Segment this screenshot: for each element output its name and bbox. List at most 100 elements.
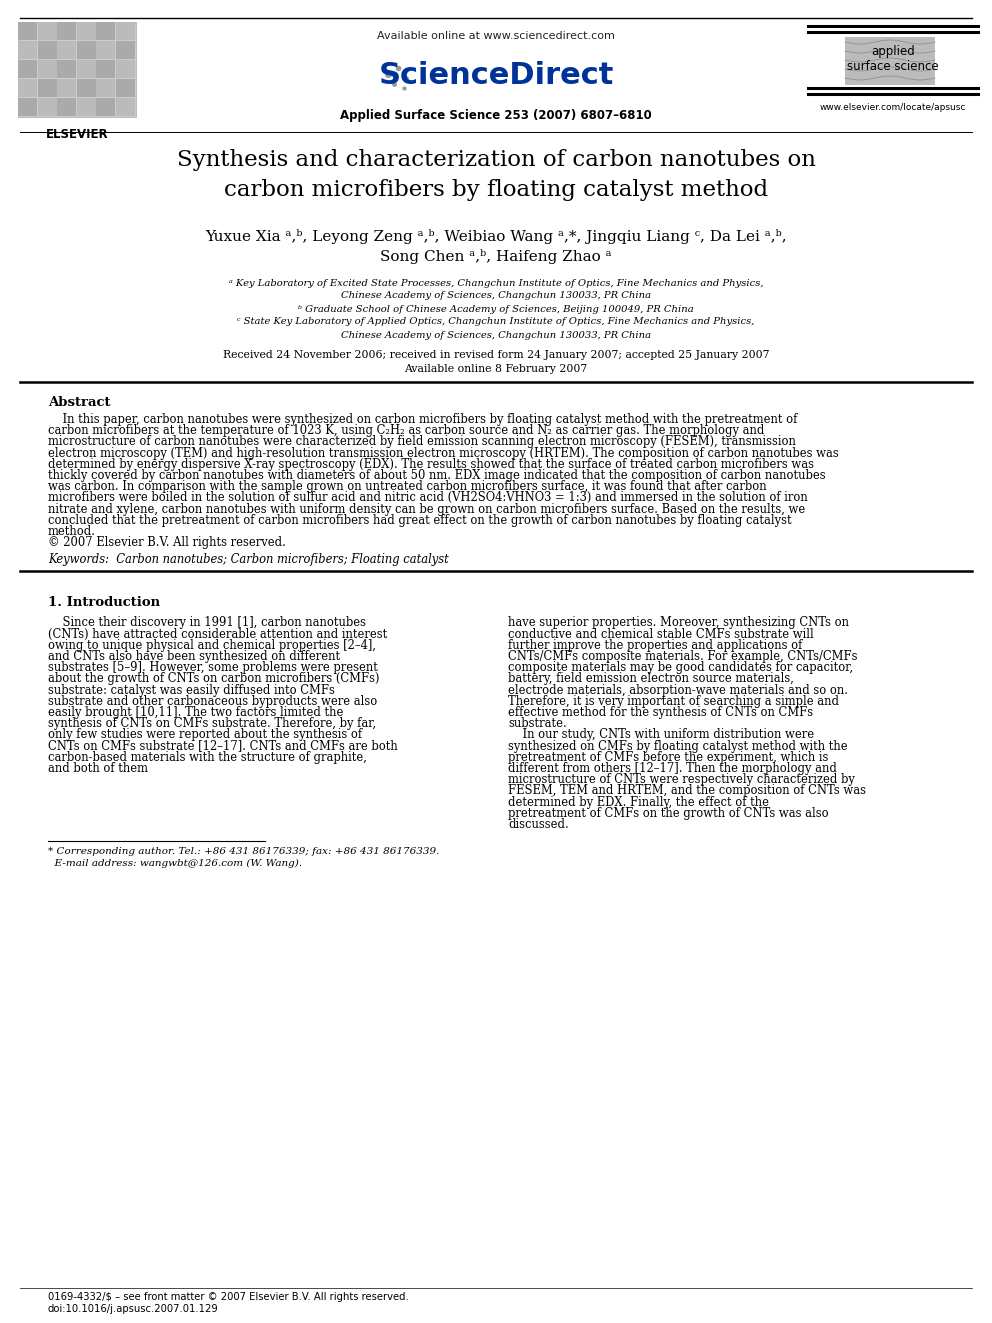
Bar [76,98,95,116]
Text: © 2007 Elsevier B.V. All rights reserved.: © 2007 Elsevier B.V. All rights reserved… [48,536,286,549]
Text: CNTs/CMFs composite materials. For example, CNTs/CMFs: CNTs/CMFs composite materials. For examp… [508,650,857,663]
Text: composite materials may be good candidates for capacitor,: composite materials may be good candidat… [508,662,853,675]
Text: pretreatment of CMFs before the experiment, which is: pretreatment of CMFs before the experime… [508,750,828,763]
Bar [18,79,37,97]
Text: pretreatment of CMFs on the growth of CNTs was also: pretreatment of CMFs on the growth of CN… [508,807,828,820]
Text: determined by EDX. Finally, the effect of the: determined by EDX. Finally, the effect o… [508,795,769,808]
Text: ScienceDirect: ScienceDirect [378,61,614,90]
Text: ELSEVIER: ELSEVIER [46,128,108,142]
Text: substrate and other carbonaceous byproducts were also: substrate and other carbonaceous byprodu… [48,695,377,708]
Bar [57,22,76,40]
Text: thickly covered by carbon nanotubes with diameters of about 50 nm. EDX image ind: thickly covered by carbon nanotubes with… [48,468,825,482]
Text: Chinese Academy of Sciences, Changchun 130033, PR China: Chinese Academy of Sciences, Changchun 1… [341,291,651,300]
Text: applied: applied [871,45,915,58]
Text: microstructure of CNTs were respectively characterized by: microstructure of CNTs were respectively… [508,773,855,786]
Text: ᶜ State Key Laboratory of Applied Optics, Changchun Institute of Optics, Fine Me: ᶜ State Key Laboratory of Applied Optics… [237,318,755,327]
Text: Synthesis and characterization of carbon nanotubes on
carbon microfibers by floa: Synthesis and characterization of carbon… [177,148,815,201]
Text: effective method for the synthesis of CNTs on CMFs: effective method for the synthesis of CN… [508,706,813,718]
Text: carbon microfibers at the temperature of 1023 K, using C₂H₂ as carbon source and: carbon microfibers at the temperature of… [48,425,765,437]
Text: substrate: catalyst was easily diffused into CMFs: substrate: catalyst was easily diffused … [48,684,335,697]
Bar [96,60,115,78]
Bar [18,98,37,116]
Bar [18,41,37,60]
Text: E-mail address: wangwbt@126.com (W. Wang).: E-mail address: wangwbt@126.com (W. Wang… [48,859,302,868]
Text: method.: method. [48,525,96,538]
Text: Therefore, it is very important of searching a simple and: Therefore, it is very important of searc… [508,695,839,708]
Text: Available online at www.sciencedirect.com: Available online at www.sciencedirect.co… [377,30,615,41]
Bar [76,41,95,60]
Text: synthesized on CMFs by floating catalyst method with the: synthesized on CMFs by floating catalyst… [508,740,847,753]
Text: discussed.: discussed. [508,818,568,831]
Text: (CNTs) have attracted considerable attention and interest: (CNTs) have attracted considerable atten… [48,627,387,640]
Text: electrode materials, absorption-wave materials and so on.: electrode materials, absorption-wave mat… [508,684,848,697]
Text: ᵇ Graduate School of Chinese Academy of Sciences, Beijing 100049, PR China: ᵇ Graduate School of Chinese Academy of … [299,304,693,314]
Text: nitrate and xylene, carbon nanotubes with uniform density can be grown on carbon: nitrate and xylene, carbon nanotubes wit… [48,503,806,516]
Text: only few studies were reported about the synthesis of: only few studies were reported about the… [48,729,362,741]
Text: owing to unique physical and chemical properties [2–4],: owing to unique physical and chemical pr… [48,639,376,652]
Bar [38,22,57,40]
Bar [845,37,935,85]
Text: In our study, CNTs with uniform distribution were: In our study, CNTs with uniform distribu… [508,729,814,741]
Bar [115,79,135,97]
Bar [115,22,135,40]
Bar [57,98,76,116]
Bar [96,98,115,116]
Text: ᵃ Key Laboratory of Excited State Processes, Changchun Institute of Optics, Fine: ᵃ Key Laboratory of Excited State Proces… [229,279,763,287]
Text: CNTs on CMFs substrate [12–17]. CNTs and CMFs are both: CNTs on CMFs substrate [12–17]. CNTs and… [48,740,398,753]
Bar [115,98,135,116]
Text: about the growth of CNTs on carbon microfibers (CMFs): about the growth of CNTs on carbon micro… [48,672,380,685]
Bar [115,60,135,78]
Text: conductive and chemical stable CMFs substrate will: conductive and chemical stable CMFs subs… [508,627,813,640]
Text: further improve the properties and applications of: further improve the properties and appli… [508,639,803,652]
Text: microfibers were boiled in the solution of sulfur acid and nitric acid (VH2SO4:V: microfibers were boiled in the solution … [48,491,807,504]
Bar [57,60,76,78]
Text: electron microscopy (TEM) and high-resolution transmission electron microscopy (: electron microscopy (TEM) and high-resol… [48,447,839,459]
Text: Available online 8 February 2007: Available online 8 February 2007 [405,364,587,374]
Bar [76,79,95,97]
Bar [18,60,37,78]
Bar [57,41,76,60]
Text: doi:10.1016/j.apsusc.2007.01.129: doi:10.1016/j.apsusc.2007.01.129 [48,1304,219,1314]
Bar [96,41,115,60]
Text: substrate.: substrate. [508,717,566,730]
Text: synthesis of CNTs on CMFs substrate. Therefore, by far,: synthesis of CNTs on CMFs substrate. The… [48,717,376,730]
Text: 1. Introduction: 1. Introduction [48,597,160,610]
Bar [115,41,135,60]
Text: determined by energy dispersive X-ray spectroscopy (EDX). The results showed tha: determined by energy dispersive X-ray sp… [48,458,814,471]
Text: surface science: surface science [847,61,938,74]
Text: substrates [5–9]. However, some problems were present: substrates [5–9]. However, some problems… [48,662,378,675]
Text: 0169-4332/$ – see front matter © 2007 Elsevier B.V. All rights reserved.: 0169-4332/$ – see front matter © 2007 El… [48,1293,409,1302]
Bar [96,79,115,97]
Bar [76,22,95,40]
Text: Since their discovery in 1991 [1], carbon nanotubes: Since their discovery in 1991 [1], carbo… [48,617,366,630]
Text: In this paper, carbon nanotubes were synthesized on carbon microfibers by floati: In this paper, carbon nanotubes were syn… [48,413,798,426]
Bar [76,60,95,78]
Text: Yuxue Xia ᵃ,ᵇ, Leyong Zeng ᵃ,ᵇ, Weibiao Wang ᵃ,*, Jingqiu Liang ᶜ, Da Lei ᵃ,ᵇ,: Yuxue Xia ᵃ,ᵇ, Leyong Zeng ᵃ,ᵇ, Weibiao … [205,229,787,243]
Text: Received 24 November 2006; received in revised form 24 January 2007; accepted 25: Received 24 November 2006; received in r… [223,351,769,360]
Bar [38,41,57,60]
Text: battery, field emission electron source materials,: battery, field emission electron source … [508,672,794,685]
Bar [18,22,136,116]
Text: carbon-based materials with the structure of graphite,: carbon-based materials with the structur… [48,750,367,763]
Text: different from others [12–17]. Then the morphology and: different from others [12–17]. Then the … [508,762,837,775]
Text: FESEM, TEM and HRTEM, and the composition of CNTs was: FESEM, TEM and HRTEM, and the compositio… [508,785,866,798]
Text: have superior properties. Moreover, synthesizing CNTs on: have superior properties. Moreover, synt… [508,617,849,630]
Text: * Corresponding author. Tel.: +86 431 86176339; fax: +86 431 86176339.: * Corresponding author. Tel.: +86 431 86… [48,847,439,856]
Bar [38,60,57,78]
Text: and both of them: and both of them [48,762,148,775]
Text: microstructure of carbon nanotubes were characterized by field emission scanning: microstructure of carbon nanotubes were … [48,435,796,448]
Bar [18,22,37,40]
Bar [38,98,57,116]
Text: Keywords:  Carbon nanotubes; Carbon microfibers; Floating catalyst: Keywords: Carbon nanotubes; Carbon micro… [48,553,448,566]
Text: Song Chen ᵃ,ᵇ, Haifeng Zhao ᵃ: Song Chen ᵃ,ᵇ, Haifeng Zhao ᵃ [380,250,612,265]
Text: and CNTs also have been synthesized on different: and CNTs also have been synthesized on d… [48,650,340,663]
Text: concluded that the pretreatment of carbon microfibers had great effect on the gr: concluded that the pretreatment of carbo… [48,513,792,527]
Text: Chinese Academy of Sciences, Changchun 130033, PR China: Chinese Academy of Sciences, Changchun 1… [341,331,651,340]
Bar [96,22,115,40]
Bar [57,79,76,97]
Text: Applied Surface Science 253 (2007) 6807–6810: Applied Surface Science 253 (2007) 6807–… [340,108,652,122]
Text: was carbon. In comparison with the sample grown on untreated carbon microfibers : was carbon. In comparison with the sampl… [48,480,767,493]
Bar [38,79,57,97]
Text: easily brought [10,11]. The two factors limited the: easily brought [10,11]. The two factors … [48,706,343,718]
Text: www.elsevier.com/locate/apsusc: www.elsevier.com/locate/apsusc [819,103,966,112]
